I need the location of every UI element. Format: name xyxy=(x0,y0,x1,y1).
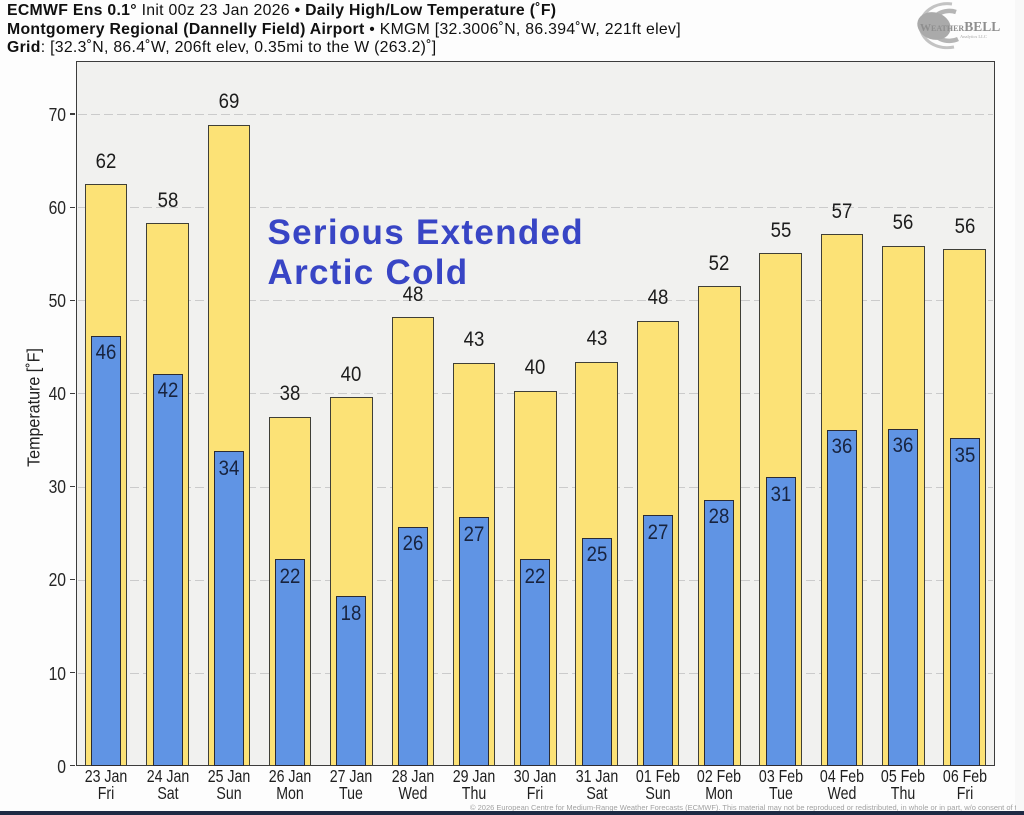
svg-text:Analytics LLC: Analytics LLC xyxy=(960,34,987,39)
